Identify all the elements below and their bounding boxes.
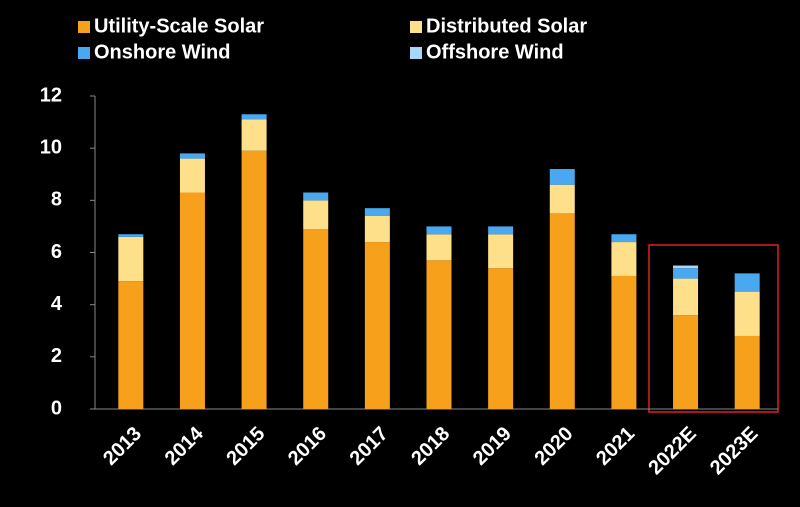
bar-segment xyxy=(488,268,514,409)
y-tick-label: 0 xyxy=(51,397,62,419)
legend-swatch xyxy=(78,21,90,33)
x-tick-label: 2014 xyxy=(161,422,209,470)
y-tick-label: 12 xyxy=(40,84,62,106)
x-tick-label: 2020 xyxy=(531,423,578,470)
bar-segment xyxy=(303,229,329,409)
bar-segment xyxy=(734,291,760,336)
bar-segment xyxy=(303,200,329,230)
bar-segment xyxy=(488,234,514,269)
bar-segment xyxy=(179,153,205,159)
bar-segment xyxy=(488,226,514,235)
bar-segment xyxy=(549,213,575,409)
bar-segment xyxy=(734,335,760,409)
x-tick-label: 2013 xyxy=(99,423,146,470)
bar-segment xyxy=(303,192,329,201)
bar-segment xyxy=(673,315,699,409)
bar-segment xyxy=(241,114,267,120)
bar-segment xyxy=(118,234,144,237)
bar-segment xyxy=(549,184,575,214)
x-tick-label: 2023E xyxy=(706,423,762,479)
bar-segment xyxy=(118,281,144,409)
legend-label: Utility-Scale Solar xyxy=(94,15,264,37)
y-tick-label: 4 xyxy=(51,293,63,315)
bar-segment xyxy=(241,119,267,151)
bar-segment xyxy=(611,234,637,243)
bar-segment xyxy=(549,169,575,185)
bar-segment xyxy=(426,234,452,261)
bar-segment xyxy=(364,208,390,216)
legend-swatch xyxy=(410,47,422,59)
legend-label: Onshore Wind xyxy=(94,41,230,63)
x-tick-label: 2019 xyxy=(469,423,516,470)
bar-segment xyxy=(734,273,760,292)
x-tick-label: 2016 xyxy=(284,423,331,470)
bar-segment xyxy=(364,215,390,243)
legend-label: Offshore Wind xyxy=(426,41,564,63)
bar-segment xyxy=(611,275,637,409)
x-tick-label: 2017 xyxy=(346,423,393,470)
x-tick-label: 2018 xyxy=(407,423,454,470)
bar-segment xyxy=(364,242,390,409)
bar-segment xyxy=(673,265,699,269)
bar-segment xyxy=(426,260,452,409)
x-tick-label: 2022E xyxy=(644,423,700,479)
bar-segment xyxy=(611,242,637,276)
y-tick-label: 8 xyxy=(51,189,62,211)
bar-segment xyxy=(673,278,699,316)
legend-label: Distributed Solar xyxy=(426,15,587,37)
y-tick-label: 2 xyxy=(51,345,62,367)
y-tick-label: 6 xyxy=(51,241,62,263)
highlight-box xyxy=(648,244,779,413)
bar-segment xyxy=(179,158,205,193)
bar-segment xyxy=(118,236,144,282)
legend-swatch xyxy=(410,21,422,33)
x-tick-label: 2021 xyxy=(592,423,639,470)
x-tick-label: 2015 xyxy=(222,423,269,470)
legend-swatch xyxy=(78,47,90,59)
bar-segment xyxy=(179,192,205,409)
bar-segment xyxy=(241,150,267,409)
bar-segment xyxy=(673,268,699,279)
y-tick-label: 10 xyxy=(40,136,62,158)
bar-segment xyxy=(426,226,452,235)
